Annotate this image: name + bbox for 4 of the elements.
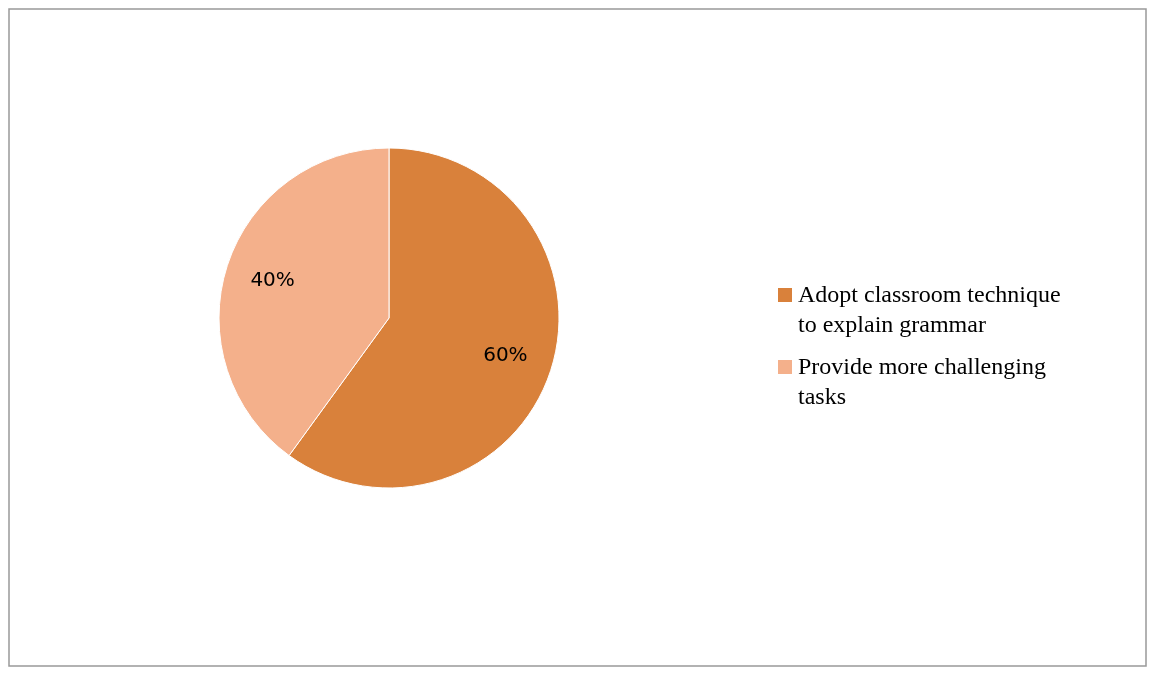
legend-label: Adopt classroom technique to explain grammar xyxy=(798,280,1061,337)
data-label: 60% xyxy=(483,342,528,367)
legend-label: Provide more challenging tasks xyxy=(798,352,1046,409)
data-label: 40% xyxy=(250,266,295,291)
